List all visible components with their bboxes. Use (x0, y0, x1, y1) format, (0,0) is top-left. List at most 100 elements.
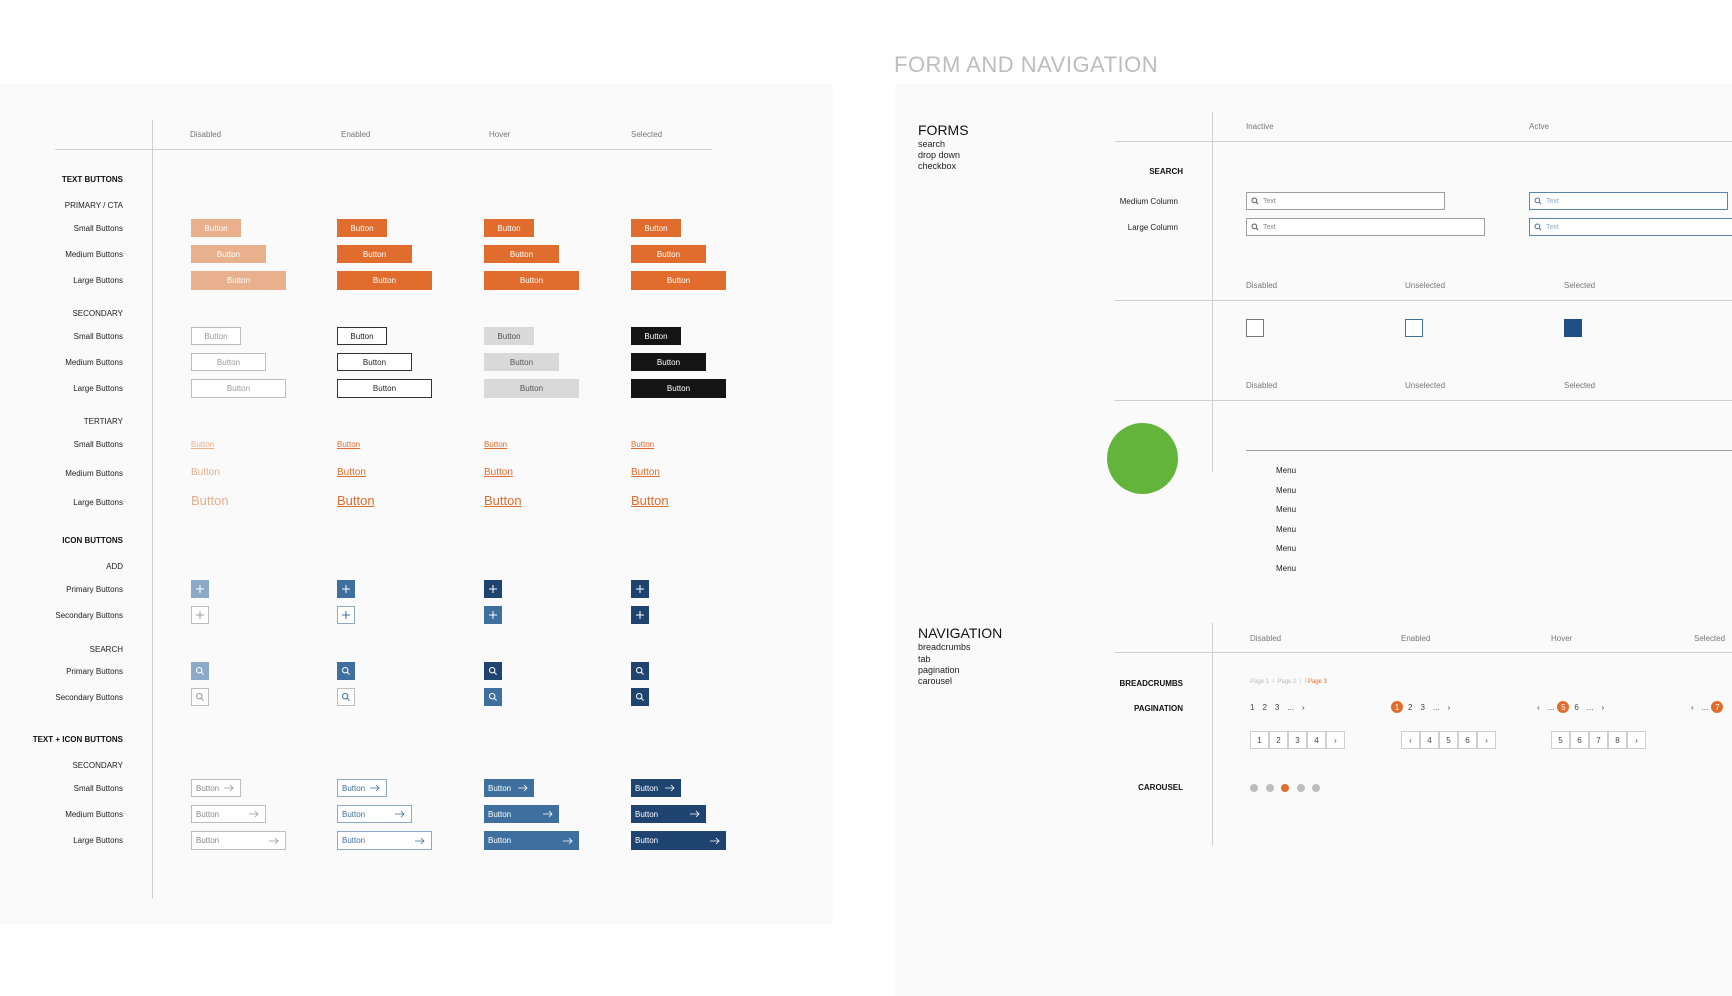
page-box[interactable]: 1 (1250, 731, 1269, 749)
search-input-medium-inactive[interactable]: Text (1246, 192, 1445, 210)
checkbox-unselected[interactable] (1405, 319, 1423, 337)
search-secondary-disabled[interactable] (191, 688, 209, 706)
tertiary-large-disabled[interactable]: Button (191, 493, 229, 508)
search-input-large-active[interactable]: Text (1529, 218, 1732, 236)
search-primary-disabled[interactable] (191, 662, 209, 680)
primary-medium-enabled[interactable]: Button (337, 245, 412, 263)
tertiary-medium-selected[interactable]: Button (631, 467, 660, 478)
secondary-large-enabled[interactable]: Button (337, 379, 432, 398)
tertiary-medium-enabled[interactable]: Button (337, 467, 366, 478)
pagination-boxes-disabled[interactable]: 1 2 3 4 › (1250, 731, 1345, 749)
secondary-medium-enabled[interactable]: Button (337, 353, 412, 371)
primary-medium-hover[interactable]: Button (484, 245, 559, 263)
secondary-medium-disabled[interactable]: Button (191, 353, 266, 371)
tertiary-small-selected[interactable]: Button (631, 440, 655, 449)
page-box[interactable]: 8 (1608, 731, 1627, 749)
primary-small-enabled[interactable]: Button (337, 219, 387, 237)
text-icon-medium-selected[interactable]: Button (631, 805, 706, 823)
page-current[interactable]: 5 (1557, 701, 1570, 713)
add-primary-hover[interactable] (484, 580, 502, 598)
dropdown-menu-item[interactable]: Menu (1276, 544, 1297, 553)
secondary-small-enabled[interactable]: Button (337, 327, 387, 345)
carousel-dot[interactable] (1266, 784, 1274, 792)
text-icon-medium-hover[interactable]: Button (484, 805, 559, 823)
secondary-large-selected[interactable]: Button (631, 379, 726, 398)
page-current[interactable]: 1 (1391, 701, 1403, 713)
tertiary-small-disabled[interactable]: Button (191, 440, 215, 449)
page-box[interactable]: 5 (1551, 731, 1570, 749)
pagination-boxes-enabled[interactable]: ‹ 4 5 6 › (1401, 731, 1496, 749)
text-icon-large-selected[interactable]: Button (631, 831, 726, 850)
chevron-right-icon[interactable]: › (1601, 702, 1605, 712)
add-primary-enabled[interactable] (337, 580, 355, 598)
dropdown-menu-item[interactable]: Menu (1276, 486, 1297, 495)
text-icon-large-disabled[interactable]: Button (191, 831, 286, 850)
chevron-left-icon[interactable]: ‹ (1401, 731, 1420, 749)
primary-large-hover[interactable]: Button (484, 271, 579, 290)
carousel-dot[interactable] (1312, 784, 1320, 792)
secondary-small-disabled[interactable]: Button (191, 327, 241, 345)
page-number[interactable]: 6 (1574, 702, 1579, 712)
page-box[interactable]: 7 (1589, 731, 1608, 749)
page-box[interactable]: 5 (1439, 731, 1458, 749)
page-number[interactable]: 1 (1250, 703, 1255, 712)
page-box[interactable]: 4 (1307, 731, 1326, 749)
carousel-dot[interactable] (1297, 784, 1305, 792)
text-icon-large-hover[interactable]: Button (484, 831, 579, 850)
secondary-small-selected[interactable]: Button (631, 327, 681, 345)
page-box[interactable]: 4 (1420, 731, 1439, 749)
add-secondary-selected[interactable] (631, 606, 649, 624)
page-box[interactable]: 3 (1288, 731, 1307, 749)
breadcrumb-current-page[interactable] (1307, 677, 1327, 687)
pagination-hover[interactable]: ‹ ... 5 6 ... › (1537, 701, 1612, 713)
chevron-right-icon[interactable]: › (1627, 731, 1646, 749)
add-secondary-hover[interactable] (484, 606, 502, 624)
tertiary-small-enabled[interactable]: Button (337, 440, 361, 449)
text-icon-small-hover[interactable]: Button (484, 779, 534, 797)
page-box[interactable]: 6 (1570, 731, 1589, 749)
primary-medium-disabled[interactable]: Button (191, 245, 266, 263)
add-primary-selected[interactable] (631, 580, 649, 598)
add-primary-disabled[interactable] (191, 580, 209, 598)
dropdown-menu-item[interactable]: Menu (1276, 525, 1297, 534)
text-icon-large-enabled[interactable]: Button (337, 831, 432, 850)
text-icon-medium-enabled[interactable]: Button (337, 805, 412, 823)
add-secondary-disabled[interactable] (191, 606, 209, 624)
page-box[interactable]: 6 (1458, 731, 1477, 749)
tertiary-large-enabled[interactable]: Button (337, 493, 375, 508)
pagination-disabled[interactable]: 1 2 3 ... › (1250, 703, 1313, 712)
carousel-dot[interactable] (1250, 784, 1258, 792)
page-current[interactable]: 7 (1711, 701, 1724, 713)
search-input-medium-active[interactable]: Text (1529, 192, 1728, 210)
chevron-right-icon[interactable]: › (1326, 731, 1345, 749)
primary-small-selected[interactable]: Button (631, 219, 681, 237)
chevron-left-icon[interactable]: ‹ (1537, 702, 1540, 712)
primary-large-enabled[interactable]: Button (337, 271, 432, 290)
chevron-right-icon[interactable]: › (1447, 702, 1451, 712)
tertiary-small-hover[interactable]: Button (484, 440, 508, 449)
chevron-right-icon[interactable]: › (1302, 703, 1305, 712)
tertiary-large-selected[interactable]: Button (631, 493, 669, 508)
tertiary-medium-hover[interactable]: Button (484, 467, 513, 478)
search-secondary-enabled[interactable] (337, 688, 355, 706)
carousel-dot-active[interactable] (1281, 784, 1289, 792)
pagination-selected[interactable]: ‹ ... 7 (1691, 701, 1731, 713)
add-secondary-enabled[interactable] (337, 606, 355, 624)
secondary-medium-selected[interactable]: Button (631, 353, 706, 371)
search-primary-selected[interactable] (631, 662, 649, 680)
chevron-right-icon[interactable]: › (1477, 731, 1496, 749)
pagination-boxes-hover[interactable]: 5 6 7 8 › (1551, 731, 1646, 749)
chevron-left-icon[interactable]: ‹ (1691, 702, 1694, 712)
primary-medium-selected[interactable]: Button (631, 245, 706, 263)
search-input-large-inactive[interactable]: Text (1246, 218, 1485, 236)
page-number[interactable]: 3 (1274, 703, 1280, 712)
search-secondary-hover[interactable] (484, 688, 502, 706)
search-primary-enabled[interactable] (337, 662, 355, 680)
primary-large-selected[interactable]: Button (631, 271, 726, 290)
secondary-small-hover[interactable]: Button (484, 327, 534, 345)
dropdown-menu-item[interactable]: Menu (1276, 505, 1297, 514)
page-number[interactable]: 2 (1408, 702, 1413, 712)
text-icon-small-disabled[interactable]: Button (191, 779, 241, 797)
secondary-large-hover[interactable]: Button (484, 379, 579, 398)
page-number[interactable]: 3 (1420, 702, 1425, 712)
